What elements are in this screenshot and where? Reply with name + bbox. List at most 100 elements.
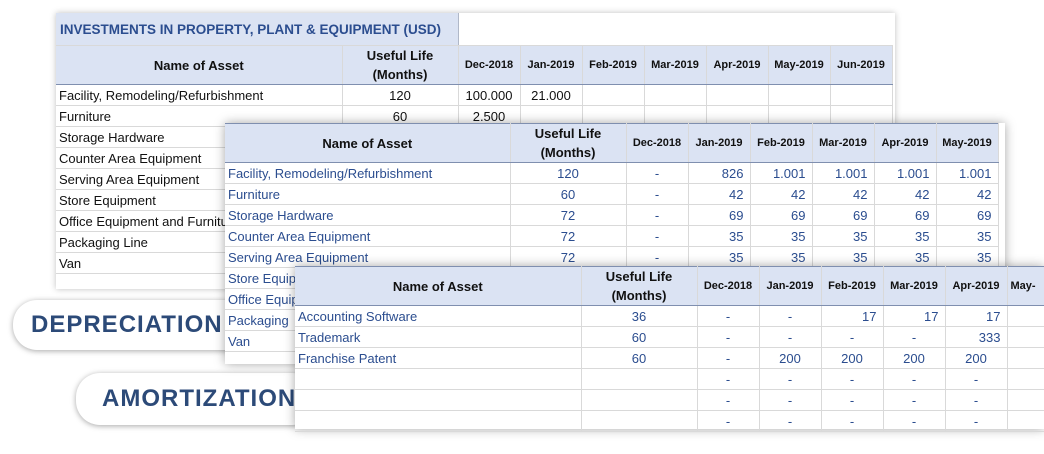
col-month[interactable]: Feb-2019	[582, 45, 645, 85]
value-cell[interactable]: 35	[874, 225, 937, 247]
asset-name-cell[interactable]: Furniture	[225, 183, 511, 205]
value-cell[interactable]: 35	[812, 225, 875, 247]
value-cell[interactable]: -	[759, 368, 822, 390]
value-cell[interactable]: 35	[812, 246, 875, 268]
value-cell[interactable]: 69	[874, 204, 937, 226]
value-cell[interactable]: -	[759, 389, 822, 411]
value-cell[interactable]: -	[883, 326, 946, 348]
value-cell[interactable]: -	[697, 389, 760, 411]
value-cell[interactable]: 17	[821, 305, 884, 327]
value-cell[interactable]: -	[626, 204, 689, 226]
value-cell[interactable]: -	[626, 162, 689, 184]
col-month[interactable]: Jun-2019	[830, 45, 893, 85]
asset-name-cell[interactable]: Furniture	[56, 105, 343, 127]
value-cell[interactable]: -	[821, 410, 884, 432]
col-useful-life[interactable]: Useful Life (Months)	[510, 123, 627, 163]
value-cell[interactable]: -	[626, 183, 689, 205]
col-month[interactable]: Mar-2019	[644, 45, 707, 85]
value-cell[interactable]: 1.001	[936, 162, 999, 184]
value-cell[interactable]: 35	[936, 246, 999, 268]
asset-name-cell[interactable]: Facility, Remodeling/Refurbishment	[56, 84, 343, 106]
asset-name-cell[interactable]: Serving Area Equipment	[225, 246, 511, 268]
value-cell[interactable]: 69	[688, 204, 751, 226]
col-useful-life[interactable]: Useful Life (Months)	[342, 45, 459, 85]
value-cell[interactable]: 2.500	[458, 105, 521, 127]
value-cell[interactable]: 21.000	[520, 84, 583, 106]
value-cell[interactable]: -	[759, 326, 822, 348]
value-cell[interactable]: -	[697, 326, 760, 348]
col-month[interactable]: May-2019	[936, 123, 999, 163]
value-cell[interactable]: 42	[688, 183, 751, 205]
value-cell[interactable]: 69	[750, 204, 813, 226]
asset-name-cell[interactable]: Counter Area Equipment	[225, 225, 511, 247]
col-month[interactable]: Apr-2019	[706, 45, 769, 85]
col-month[interactable]: May-2019	[768, 45, 831, 85]
life-cell[interactable]: 60	[510, 183, 627, 205]
life-cell[interactable]: 60	[581, 347, 698, 369]
col-month[interactable]: Jan-2019	[688, 123, 751, 163]
value-cell[interactable]: -	[945, 389, 1008, 411]
col-name-of-asset[interactable]: Name of Asset	[225, 123, 511, 163]
value-cell[interactable]: 200	[759, 347, 822, 369]
value-cell[interactable]: 35	[688, 225, 751, 247]
value-cell[interactable]: 42	[874, 183, 937, 205]
value-cell[interactable]: -	[821, 326, 884, 348]
col-month[interactable]: Jan-2019	[520, 45, 583, 85]
value-cell[interactable]: 1.001	[812, 162, 875, 184]
value-cell[interactable]: 17	[883, 305, 946, 327]
value-cell[interactable]: 35	[936, 225, 999, 247]
col-month[interactable]: Feb-2019	[750, 123, 813, 163]
value-cell[interactable]: -	[945, 410, 1008, 432]
life-cell[interactable]: 72	[510, 204, 627, 226]
col-month[interactable]: Mar-2019	[883, 266, 946, 306]
value-cell[interactable]: 333	[945, 326, 1008, 348]
life-cell[interactable]: 120	[510, 162, 627, 184]
col-month[interactable]: Dec-2018	[697, 266, 760, 306]
value-cell[interactable]: -	[697, 305, 760, 327]
col-useful-life[interactable]: Useful Life (Months)	[581, 266, 698, 306]
asset-name-cell[interactable]: Accounting Software	[295, 305, 582, 327]
col-name-of-asset[interactable]: Name of Asset	[56, 45, 343, 85]
value-cell[interactable]: 200	[945, 347, 1008, 369]
value-cell[interactable]: 69	[936, 204, 999, 226]
value-cell[interactable]: 1.001	[874, 162, 937, 184]
value-cell[interactable]: 200	[821, 347, 884, 369]
value-cell[interactable]: 100.000	[458, 84, 521, 106]
col-month[interactable]: May-	[1007, 266, 1044, 306]
asset-name-cell[interactable]: Franchise Patent	[295, 347, 582, 369]
col-month[interactable]: Mar-2019	[812, 123, 875, 163]
asset-name-cell[interactable]: Storage Hardware	[225, 204, 511, 226]
value-cell[interactable]: 17	[945, 305, 1008, 327]
value-cell[interactable]: -	[759, 410, 822, 432]
col-month[interactable]: Apr-2019	[945, 266, 1008, 306]
value-cell[interactable]: 42	[812, 183, 875, 205]
life-cell[interactable]: 60	[581, 326, 698, 348]
value-cell[interactable]: 35	[750, 225, 813, 247]
asset-name-cell[interactable]: Facility, Remodeling/Refurbishment	[225, 162, 511, 184]
value-cell[interactable]: 826	[688, 162, 751, 184]
life-cell[interactable]: 120	[342, 84, 459, 106]
value-cell[interactable]: 35	[750, 246, 813, 268]
value-cell[interactable]: -	[697, 368, 760, 390]
life-cell[interactable]: 36	[581, 305, 698, 327]
life-cell[interactable]: 72	[510, 225, 627, 247]
value-cell[interactable]: -	[883, 389, 946, 411]
value-cell[interactable]: -	[759, 305, 822, 327]
value-cell[interactable]: -	[945, 368, 1008, 390]
life-cell[interactable]: 72	[510, 246, 627, 268]
value-cell[interactable]: -	[626, 246, 689, 268]
value-cell[interactable]: -	[697, 347, 760, 369]
col-month[interactable]: Feb-2019	[821, 266, 884, 306]
col-month[interactable]: Dec-2018	[458, 45, 521, 85]
col-month[interactable]: Jan-2019	[759, 266, 822, 306]
value-cell[interactable]: -	[883, 368, 946, 390]
col-month[interactable]: Apr-2019	[874, 123, 937, 163]
value-cell[interactable]: -	[697, 410, 760, 432]
investments-title[interactable]: INVESTMENTS IN PROPERTY, PLANT & EQUIPME…	[56, 13, 459, 46]
col-month[interactable]: Dec-2018	[626, 123, 689, 163]
value-cell[interactable]: -	[821, 368, 884, 390]
value-cell[interactable]: 200	[883, 347, 946, 369]
value-cell[interactable]: -	[821, 389, 884, 411]
value-cell[interactable]: 42	[936, 183, 999, 205]
value-cell[interactable]: -	[883, 410, 946, 432]
